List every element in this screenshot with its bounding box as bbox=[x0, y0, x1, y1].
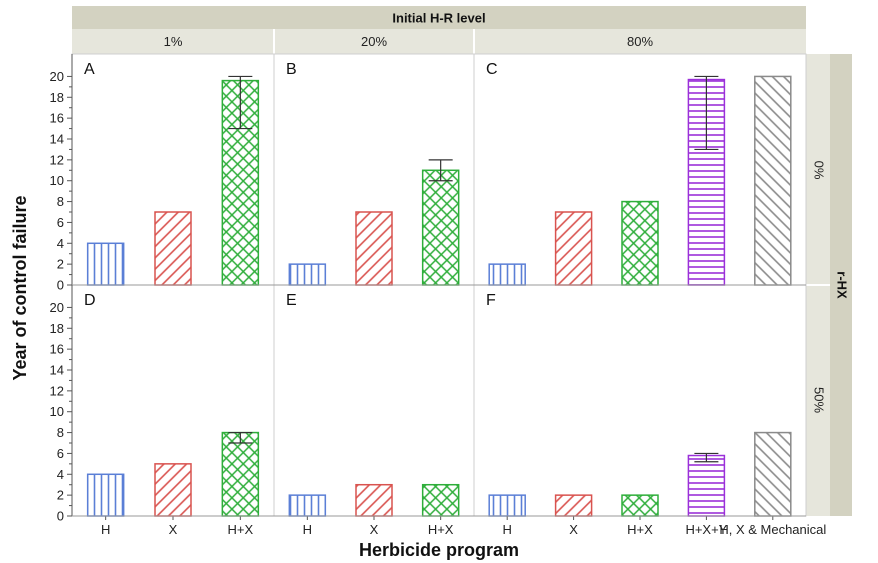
y-tick-label: 6 bbox=[57, 446, 64, 461]
y-tick-label: 14 bbox=[50, 363, 64, 378]
column-label-1: 1% bbox=[164, 34, 183, 49]
bar-f-x bbox=[554, 494, 593, 517]
column-strip-2 bbox=[274, 29, 474, 54]
x-tick-label: H+X bbox=[627, 522, 653, 537]
top-strip-label: Initial H-R level bbox=[392, 11, 485, 26]
y-tick-label: 8 bbox=[57, 425, 64, 440]
x-tick-label: H bbox=[303, 522, 312, 537]
panel-letter-e: E bbox=[286, 292, 297, 309]
y-tick-label: 6 bbox=[57, 215, 64, 230]
top-strip bbox=[72, 6, 806, 29]
column-strip-1 bbox=[72, 29, 274, 54]
panel-letter-c: C bbox=[486, 61, 498, 78]
y-tick-label: 8 bbox=[57, 194, 64, 209]
column-strip-3 bbox=[474, 29, 806, 54]
bar-f-h-x-y bbox=[687, 454, 726, 517]
bar-d-x bbox=[154, 463, 192, 517]
y-axis-title: Year of control failure bbox=[10, 195, 30, 380]
right-strip-label: r-HX bbox=[835, 271, 850, 299]
y-tick-label: 16 bbox=[50, 342, 64, 357]
bar-f-h bbox=[488, 494, 526, 517]
x-axis-title: Herbicide program bbox=[359, 540, 519, 560]
bar-c-x bbox=[554, 211, 593, 286]
y-tick-label: 12 bbox=[50, 383, 64, 398]
y-tick-label: 0 bbox=[57, 278, 64, 293]
x-tick-label: X bbox=[370, 522, 379, 537]
x-tick-label: H+X bbox=[228, 522, 254, 537]
y-tick-label: 20 bbox=[50, 69, 64, 84]
x-tick-label: H, X & Mechanical bbox=[719, 522, 826, 537]
panel-letter-a: A bbox=[84, 61, 95, 78]
bar-e-h-x bbox=[421, 483, 460, 517]
bar-a-h bbox=[86, 242, 125, 286]
y-tick-label: 4 bbox=[57, 236, 64, 251]
bar-a-x bbox=[154, 211, 192, 286]
y-tick-label: 16 bbox=[50, 111, 64, 126]
y-tick-label: 2 bbox=[57, 488, 64, 503]
y-tick-label: 4 bbox=[57, 467, 64, 482]
column-label-2: 20% bbox=[361, 34, 387, 49]
bar-b-x bbox=[355, 211, 393, 286]
y-tick-label: 10 bbox=[50, 404, 64, 419]
column-label-3: 80% bbox=[627, 34, 653, 49]
right-strip bbox=[830, 54, 852, 516]
panel-letter-d: D bbox=[84, 292, 96, 309]
bar-c-h-x bbox=[621, 200, 659, 286]
y-tick-label: 10 bbox=[50, 173, 64, 188]
y-tick-label: 0 bbox=[57, 509, 64, 524]
bar-d-h-x bbox=[221, 431, 260, 517]
bar-f-h-x bbox=[621, 494, 659, 517]
panel-frame bbox=[273, 284, 475, 517]
x-tick-label: H bbox=[503, 522, 512, 537]
y-tick-label: 2 bbox=[57, 257, 64, 272]
bar-e-h bbox=[288, 494, 327, 517]
row-strip-2 bbox=[806, 285, 830, 516]
y-tick-label: 18 bbox=[50, 90, 64, 105]
row-strip-1 bbox=[806, 54, 830, 285]
bar-b-h bbox=[288, 263, 327, 286]
y-tick-label: 18 bbox=[50, 321, 64, 336]
panel-letter-b: B bbox=[286, 61, 297, 78]
x-tick-label: H bbox=[101, 522, 110, 537]
y-tick-label: 20 bbox=[50, 300, 64, 315]
bar-d-h bbox=[86, 473, 125, 517]
row-label-1: 0% bbox=[812, 161, 827, 180]
bar-c-h-x-mechanical bbox=[754, 75, 792, 286]
bar-f-h-x-mechanical bbox=[754, 431, 792, 517]
panel-letter-f: F bbox=[486, 292, 496, 309]
bar-c-h bbox=[488, 263, 526, 286]
x-tick-label: H+X bbox=[428, 522, 454, 537]
row-label-2: 50% bbox=[812, 387, 827, 413]
bar-e-x bbox=[355, 483, 393, 517]
x-tick-label: X bbox=[169, 522, 178, 537]
x-tick-label: X bbox=[569, 522, 578, 537]
y-tick-label: 14 bbox=[50, 132, 64, 147]
x-tick-label: H+X+Y bbox=[685, 522, 727, 537]
y-tick-label: 12 bbox=[50, 152, 64, 167]
bar-b-h-x bbox=[421, 169, 460, 286]
panels-layer: A 0 2 4 6 8 10 12 14 16 18 20 B C D 0 2 4 6 8 10 12 14 16 18 20 H X… bbox=[50, 53, 826, 537]
